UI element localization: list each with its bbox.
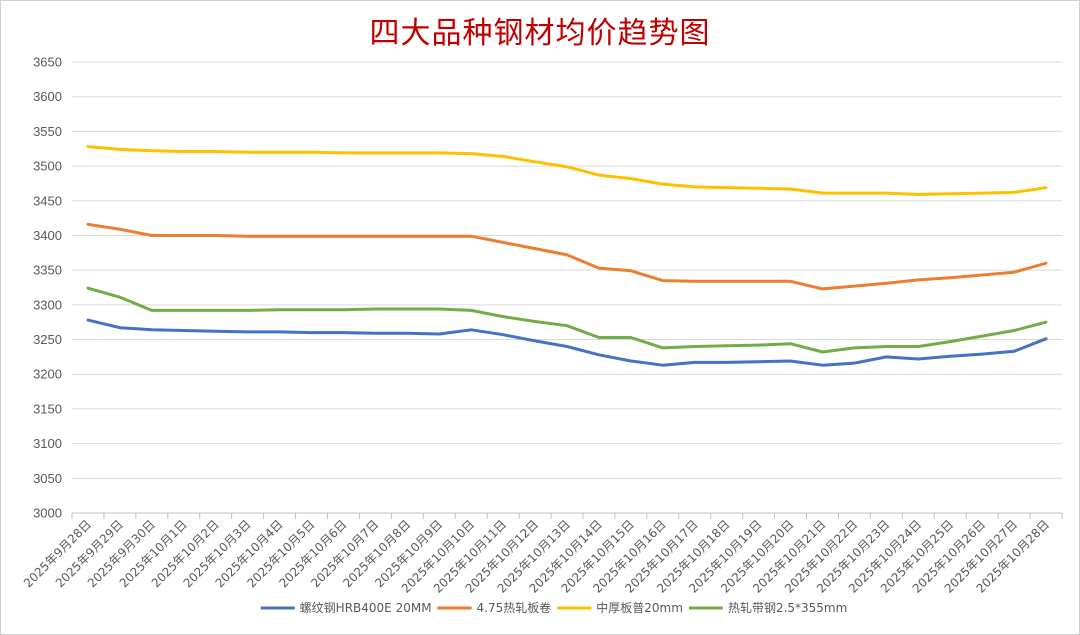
chart-title: 四大品种钢材均价趋势图 <box>369 16 711 51</box>
legend-label: 螺纹钢HRB400E 20MM <box>300 601 432 615</box>
y-tick-label: 3500 <box>33 159 62 174</box>
legend-label: 热轧带钢2.5*355mm <box>728 601 847 615</box>
series-lines <box>86 145 1048 367</box>
y-tick-label: 3250 <box>33 332 62 347</box>
series-line <box>86 145 1048 196</box>
y-tick-label: 3550 <box>33 124 62 139</box>
y-tick-label: 3150 <box>33 401 62 416</box>
x-axis-ticks: 2025年9月28日2025年9月29日2025年9月30日2025年10月1日… <box>21 513 1063 596</box>
series-line <box>86 286 1048 354</box>
y-tick-label: 3200 <box>33 367 62 382</box>
y-tick-label: 3400 <box>33 228 62 243</box>
y-tick-label: 3600 <box>33 89 62 104</box>
series-line <box>86 318 1048 367</box>
y-tick-label: 3050 <box>33 471 62 486</box>
y-tick-label: 3350 <box>33 263 62 278</box>
legend-label: 中厚板普20mm <box>596 600 683 615</box>
gridlines <box>72 61 1062 514</box>
y-tick-label: 3300 <box>33 297 62 312</box>
y-tick-label: 3650 <box>33 55 62 70</box>
series-line <box>86 222 1048 291</box>
y-tick-label: 3100 <box>33 436 62 451</box>
legend-label: 4.75热轧板卷 <box>477 600 552 615</box>
legend: 螺纹钢HRB400E 20MM 4.75热轧板卷 中厚板普20mm 热轧带钢2.5*3… <box>260 600 847 615</box>
y-tick-label: 3000 <box>33 506 62 521</box>
y-axis-ticks: 3000 3050 3100 3150 3200 3250 3300 3350 3400 3450… <box>33 55 62 521</box>
y-tick-label: 3450 <box>33 193 62 208</box>
